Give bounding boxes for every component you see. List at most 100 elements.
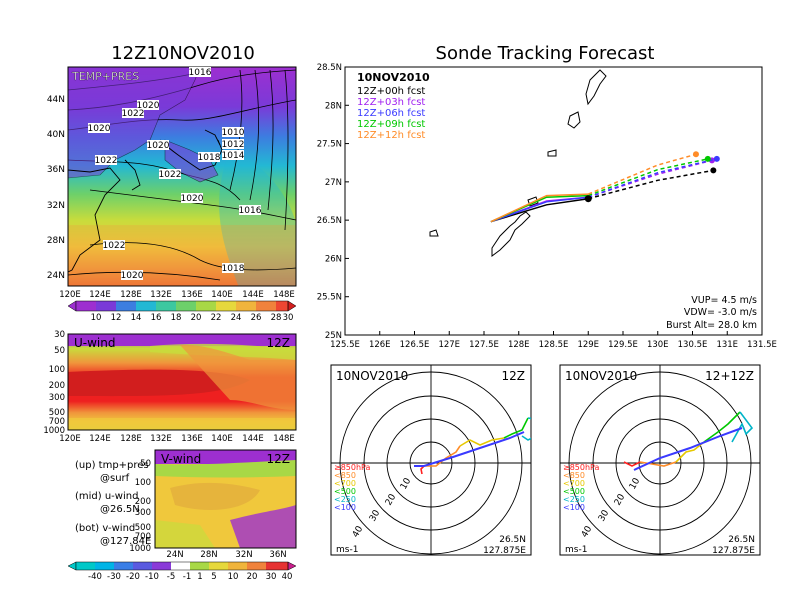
u-xtick: 136E xyxy=(181,434,203,444)
u-xtick: 140E xyxy=(211,434,233,444)
track-legend-entry: 12Z+00h fcst xyxy=(357,86,425,97)
map-xtick: 136E xyxy=(181,290,203,300)
wind-colorbar-label: 5 xyxy=(211,572,216,582)
u-ytick: 700 xyxy=(49,417,65,427)
v-ytick: 100 xyxy=(135,478,151,488)
u-xtick: 144E xyxy=(242,434,264,444)
svg-text:1016: 1016 xyxy=(189,68,212,78)
track-xtick-label: 130.5E xyxy=(678,340,708,350)
map-label: TEMP+PRES xyxy=(71,70,139,83)
svg-text:1020: 1020 xyxy=(88,124,111,134)
wind-colorbar-label: 1 xyxy=(197,572,202,582)
track-legend-entry: 12Z+03h fcst xyxy=(357,97,425,108)
svg-text:1020: 1020 xyxy=(121,271,144,281)
note-mid-a: (mid) u-wind xyxy=(75,491,138,502)
track-line-dashed-3 xyxy=(588,158,708,197)
track-xtick-label: 131.5E xyxy=(747,340,777,350)
map-ytick: 24N xyxy=(47,271,65,281)
svg-text:1010: 1010 xyxy=(222,128,245,138)
u-xtick: 120E xyxy=(59,434,81,444)
track-ytick-label: 27N xyxy=(325,178,342,188)
track-line-dashed-0 xyxy=(588,169,714,200)
track-xtick-label: 125.5E xyxy=(330,340,360,350)
hodo-legend-lt250: <250 xyxy=(334,495,356,504)
u-ytick: 500 xyxy=(49,408,65,418)
track-ytick-label: 27.5N xyxy=(317,140,342,150)
track-xtick-label: 127E xyxy=(438,340,460,350)
hodo-left-lon: 127.875E xyxy=(483,546,526,556)
isobar-label: 1022 xyxy=(159,169,181,180)
svg-text:1022: 1022 xyxy=(122,109,145,119)
hodo-legend-lt100: <100 xyxy=(334,503,356,512)
map-xtick: 140E xyxy=(211,290,233,300)
isobar-label: 1020 xyxy=(88,123,111,134)
track-xtick-label: 126.5E xyxy=(400,340,430,350)
isobar-label: 1022 xyxy=(95,155,118,166)
hodo-legend-lt700: <700 xyxy=(334,479,356,488)
hodo-legend-lt500: <500 xyxy=(563,487,585,496)
hodo-legend-lt250: <250 xyxy=(563,495,585,504)
u-wind-panel: U-wind 12Z 30 50 100 200 300 500 700 100… xyxy=(43,330,297,444)
svg-text:1022: 1022 xyxy=(95,156,118,166)
temp-colorbar-label: 14 xyxy=(131,313,142,323)
hodo-left-units: ms-1 xyxy=(336,545,358,555)
track-ytick-label: 28.5N xyxy=(317,63,342,73)
u-ytick: 50 xyxy=(54,346,65,356)
track-xtick-label: 128.5E xyxy=(539,340,569,350)
isobar-label: 1020 xyxy=(147,140,170,151)
note-bot-a: (bot) v-wind xyxy=(75,523,135,534)
isobar-label: 1022 xyxy=(103,240,126,251)
svg-text:1020: 1020 xyxy=(181,194,204,204)
map-ytick: 40N xyxy=(47,130,65,140)
hodo-legend-lt500: <500 xyxy=(334,487,356,496)
map-ytick: 32N xyxy=(47,201,65,211)
temp-colorbar-label: 22 xyxy=(211,313,222,323)
hodo-right-date: 10NOV2010 xyxy=(565,369,637,383)
map-xtick: 144E xyxy=(242,290,264,300)
hodo-legend-lt850: <850 xyxy=(334,471,356,480)
svg-text:1022: 1022 xyxy=(103,241,126,251)
launch-point-marker xyxy=(584,195,592,203)
hodograph-left: 10NOV2010 12Z 10 20 30 40 ≥850hPa <850 <… xyxy=(330,364,532,556)
u-ytick: 200 xyxy=(49,381,65,391)
track-line-2 xyxy=(490,196,589,223)
panel-notes: (up) tmp+pres @surf (mid) u-wind @26.5N … xyxy=(75,460,151,547)
wind-colorbar-label: 40 xyxy=(282,572,293,582)
track-xtick-label: 127.5E xyxy=(469,340,499,350)
map-ytick: 44N xyxy=(47,95,65,105)
u-wind-time: 12Z xyxy=(267,336,291,350)
temp-colorbar xyxy=(67,300,297,312)
temp-colorbar-label: 12 xyxy=(111,313,122,323)
v-ytick: 50 xyxy=(140,459,151,469)
u-xtick: 128E xyxy=(120,434,142,444)
map-xtick: 132E xyxy=(150,290,172,300)
isobar-label: 1014 xyxy=(222,150,245,161)
track-date: 10NOV2010 xyxy=(357,71,430,84)
map-xtick: 128E xyxy=(120,290,142,300)
track-ytick-label: 26.5N xyxy=(317,216,342,226)
isobar-label: 1018 xyxy=(198,152,221,163)
track-endpoint-marker xyxy=(692,151,699,158)
right-title: Sonde Tracking Forecast xyxy=(436,43,655,64)
v-wind-label: V-wind xyxy=(161,452,201,466)
hodo-right-units: ms-1 xyxy=(565,545,587,555)
map-xtick: 148E xyxy=(273,290,295,300)
svg-text:1012: 1012 xyxy=(222,140,245,150)
isobar-label: 1012 xyxy=(222,139,245,150)
isobar-label: 1022 xyxy=(122,108,145,119)
burst-readout: Burst Alt= 28.0 km xyxy=(666,320,757,331)
note-mid-b: @26.5N xyxy=(100,504,140,515)
track-xtick-label: 128E xyxy=(508,340,530,350)
hodo-left-lat: 26.5N xyxy=(499,535,526,545)
v-ytick: 700 xyxy=(135,532,151,542)
track-ytick-label: 25N xyxy=(325,331,342,341)
svg-text:1018: 1018 xyxy=(198,153,221,163)
track-ytick-label: 26N xyxy=(325,254,342,264)
isobar-label: 1020 xyxy=(181,193,204,204)
map-ytick: 28N xyxy=(47,236,65,246)
note-up-a: (up) tmp+pres xyxy=(75,460,149,471)
track-xtick-label: 130E xyxy=(647,340,669,350)
note-bot-b: @127.84E xyxy=(100,536,151,547)
